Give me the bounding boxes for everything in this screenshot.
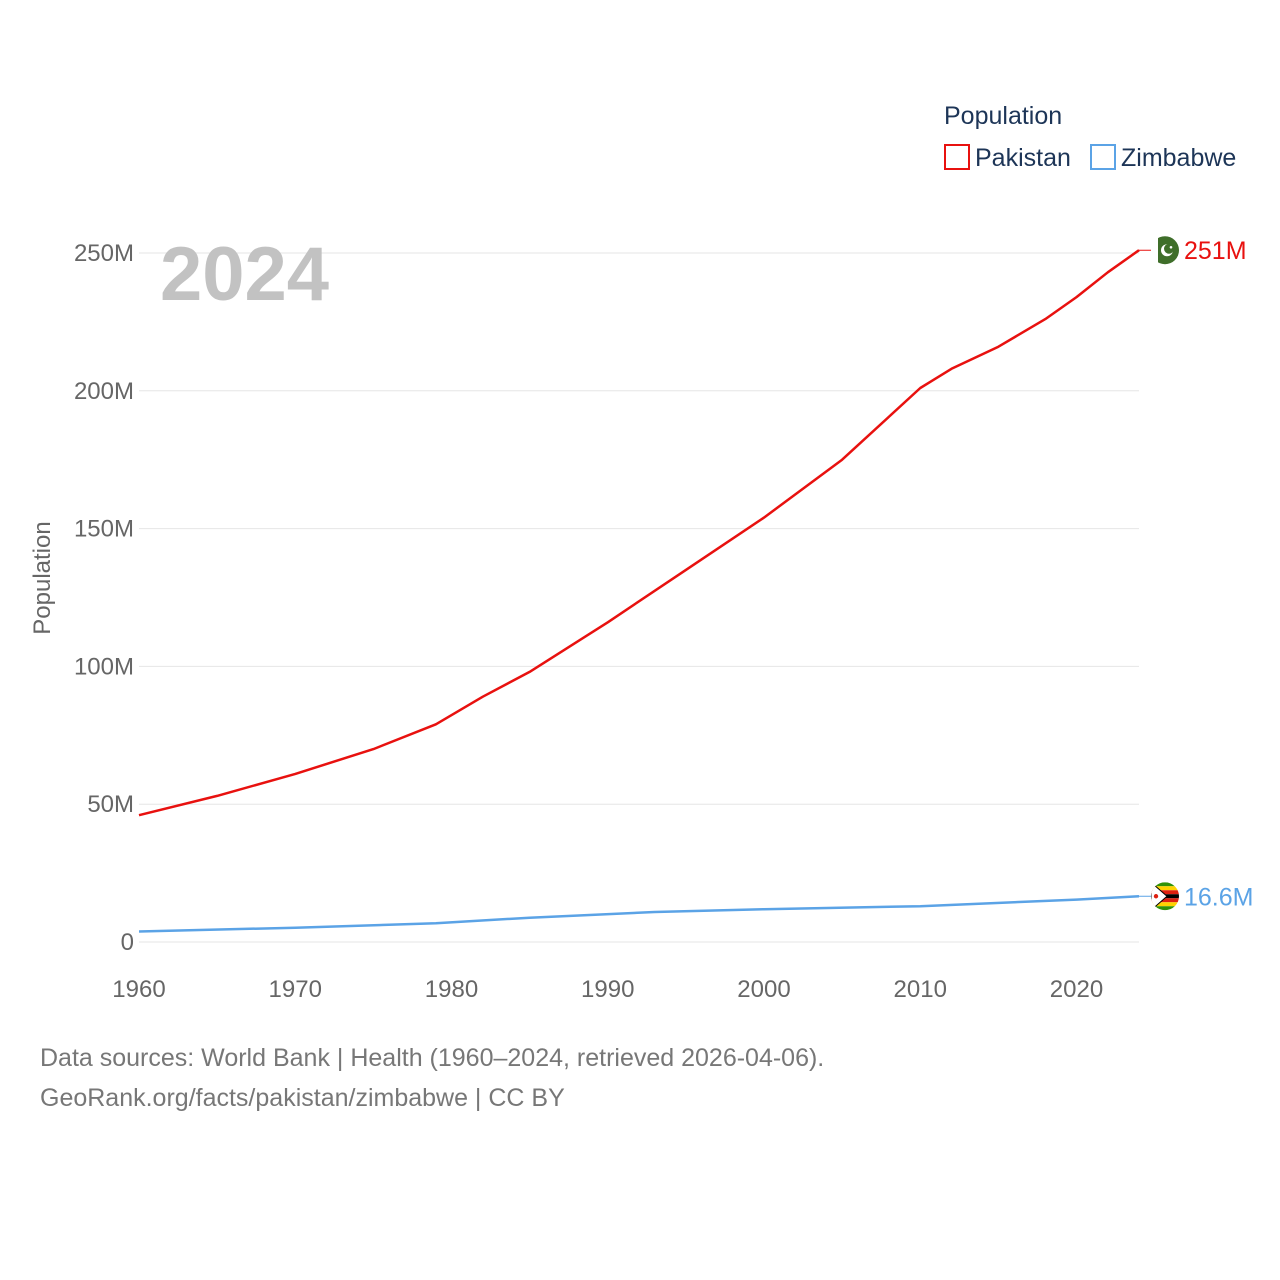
end-label-pakistan: 251M — [1184, 237, 1247, 265]
legend[interactable]: Population Pakistan Zimbabwe — [944, 102, 1236, 172]
legend-label-pakistan: Pakistan — [975, 144, 1071, 172]
legend-item-pakistan[interactable]: Pakistan — [944, 144, 1071, 172]
legend-swatch-zimbabwe — [1090, 144, 1116, 170]
y-tick-label: 150M — [74, 516, 134, 543]
end-label-zimbabwe: 16.6M — [1184, 883, 1253, 911]
zimbabwe-flag-icon — [1151, 882, 1179, 911]
pakistan-flag-icon — [1151, 236, 1179, 265]
y-tick-label: 0 — [121, 929, 134, 956]
year-label: 2024 — [160, 232, 329, 317]
y-tick-label: 250M — [74, 240, 134, 267]
y-axis-ticks: 0 50M 100M 150M 200M 250M — [74, 240, 134, 956]
series-lines — [138, 249, 1151, 933]
x-tick-label: 2010 — [894, 976, 947, 1003]
x-tick-label: 2020 — [1050, 976, 1103, 1003]
legend-item-zimbabwe[interactable]: Zimbabwe — [1090, 144, 1236, 172]
legend-label-zimbabwe: Zimbabwe — [1121, 144, 1236, 172]
y-axis-label: Population — [29, 521, 56, 634]
legend-swatch-pakistan — [944, 144, 970, 170]
x-tick-label: 2000 — [737, 976, 790, 1003]
y-tick-label: 200M — [74, 378, 134, 405]
x-tick-label: 1990 — [581, 976, 634, 1003]
legend-title: Population — [944, 102, 1062, 130]
x-tick-label: 1960 — [112, 976, 165, 1003]
grid-lines — [139, 252, 1139, 943]
y-tick-label: 100M — [74, 653, 134, 680]
x-tick-label: 1980 — [425, 976, 478, 1003]
footer-sources: Data sources: World Bank | Health (1960–… — [40, 1044, 825, 1072]
x-tick-label: 1970 — [269, 976, 322, 1003]
series-line-pakistan — [138, 249, 1140, 817]
series-line-zimbabwe — [138, 895, 1140, 933]
footer-attribution: GeoRank.org/facts/pakistan/zimbabwe | CC… — [40, 1084, 565, 1112]
x-axis-ticks: 1960 1970 1980 1990 2000 2010 2020 — [112, 976, 1103, 1003]
y-tick-label: 50M — [87, 791, 134, 818]
